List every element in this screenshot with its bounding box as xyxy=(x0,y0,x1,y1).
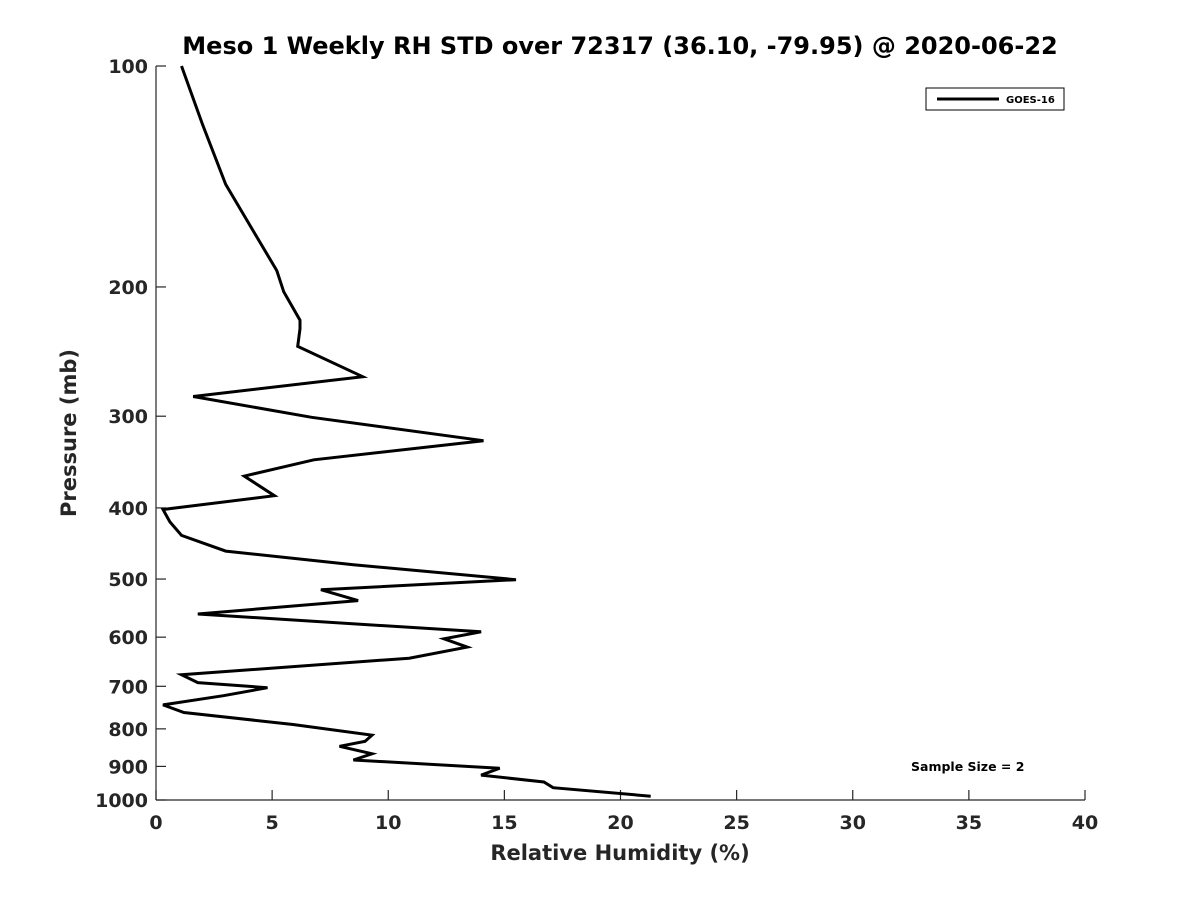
x-tick-label: 5 xyxy=(266,812,279,834)
y-ticks: 100 200 300 400 500 600 700 800 900 1000 xyxy=(95,56,166,812)
y-tick-label: 900 xyxy=(108,756,148,778)
y-tick-label: 1000 xyxy=(95,790,148,812)
x-axis-label: Relative Humidity (%) xyxy=(490,841,749,865)
y-tick-label: 300 xyxy=(108,406,148,428)
chart-title: Meso 1 Weekly RH STD over 72317 (36.10, … xyxy=(182,32,1057,60)
x-tick-label: 0 xyxy=(149,812,162,834)
y-tick-label: 100 xyxy=(108,56,148,78)
plot-area: 0 5 10 15 20 25 30 35 40 100 200 300 400 500 600 700 80… xyxy=(95,56,1098,834)
x-tick-label: 10 xyxy=(375,812,401,834)
y-tick-label: 600 xyxy=(108,627,148,649)
x-tick-label: 30 xyxy=(840,812,866,834)
legend-label: GOES-16 xyxy=(1006,95,1055,106)
y-tick-label: 500 xyxy=(108,569,148,591)
x-tick-label: 20 xyxy=(607,812,633,834)
x-tick-label: 25 xyxy=(723,812,749,834)
y-tick-label: 200 xyxy=(108,277,148,299)
legend: GOES-16 xyxy=(925,87,1065,111)
y-tick-label: 700 xyxy=(108,676,148,698)
y-tick-label: 800 xyxy=(108,719,148,741)
x-ticks: 0 5 10 15 20 25 30 35 40 xyxy=(149,790,1098,834)
x-tick-label: 35 xyxy=(956,812,982,834)
y-tick-label: 400 xyxy=(108,498,148,520)
sample-size-annotation: Sample Size = 2 xyxy=(911,759,1024,774)
x-tick-label: 40 xyxy=(1072,812,1098,834)
y-axis-label: Pressure (mb) xyxy=(57,349,81,517)
x-tick-label: 15 xyxy=(491,812,517,834)
series-line-goes-16 xyxy=(160,65,651,798)
